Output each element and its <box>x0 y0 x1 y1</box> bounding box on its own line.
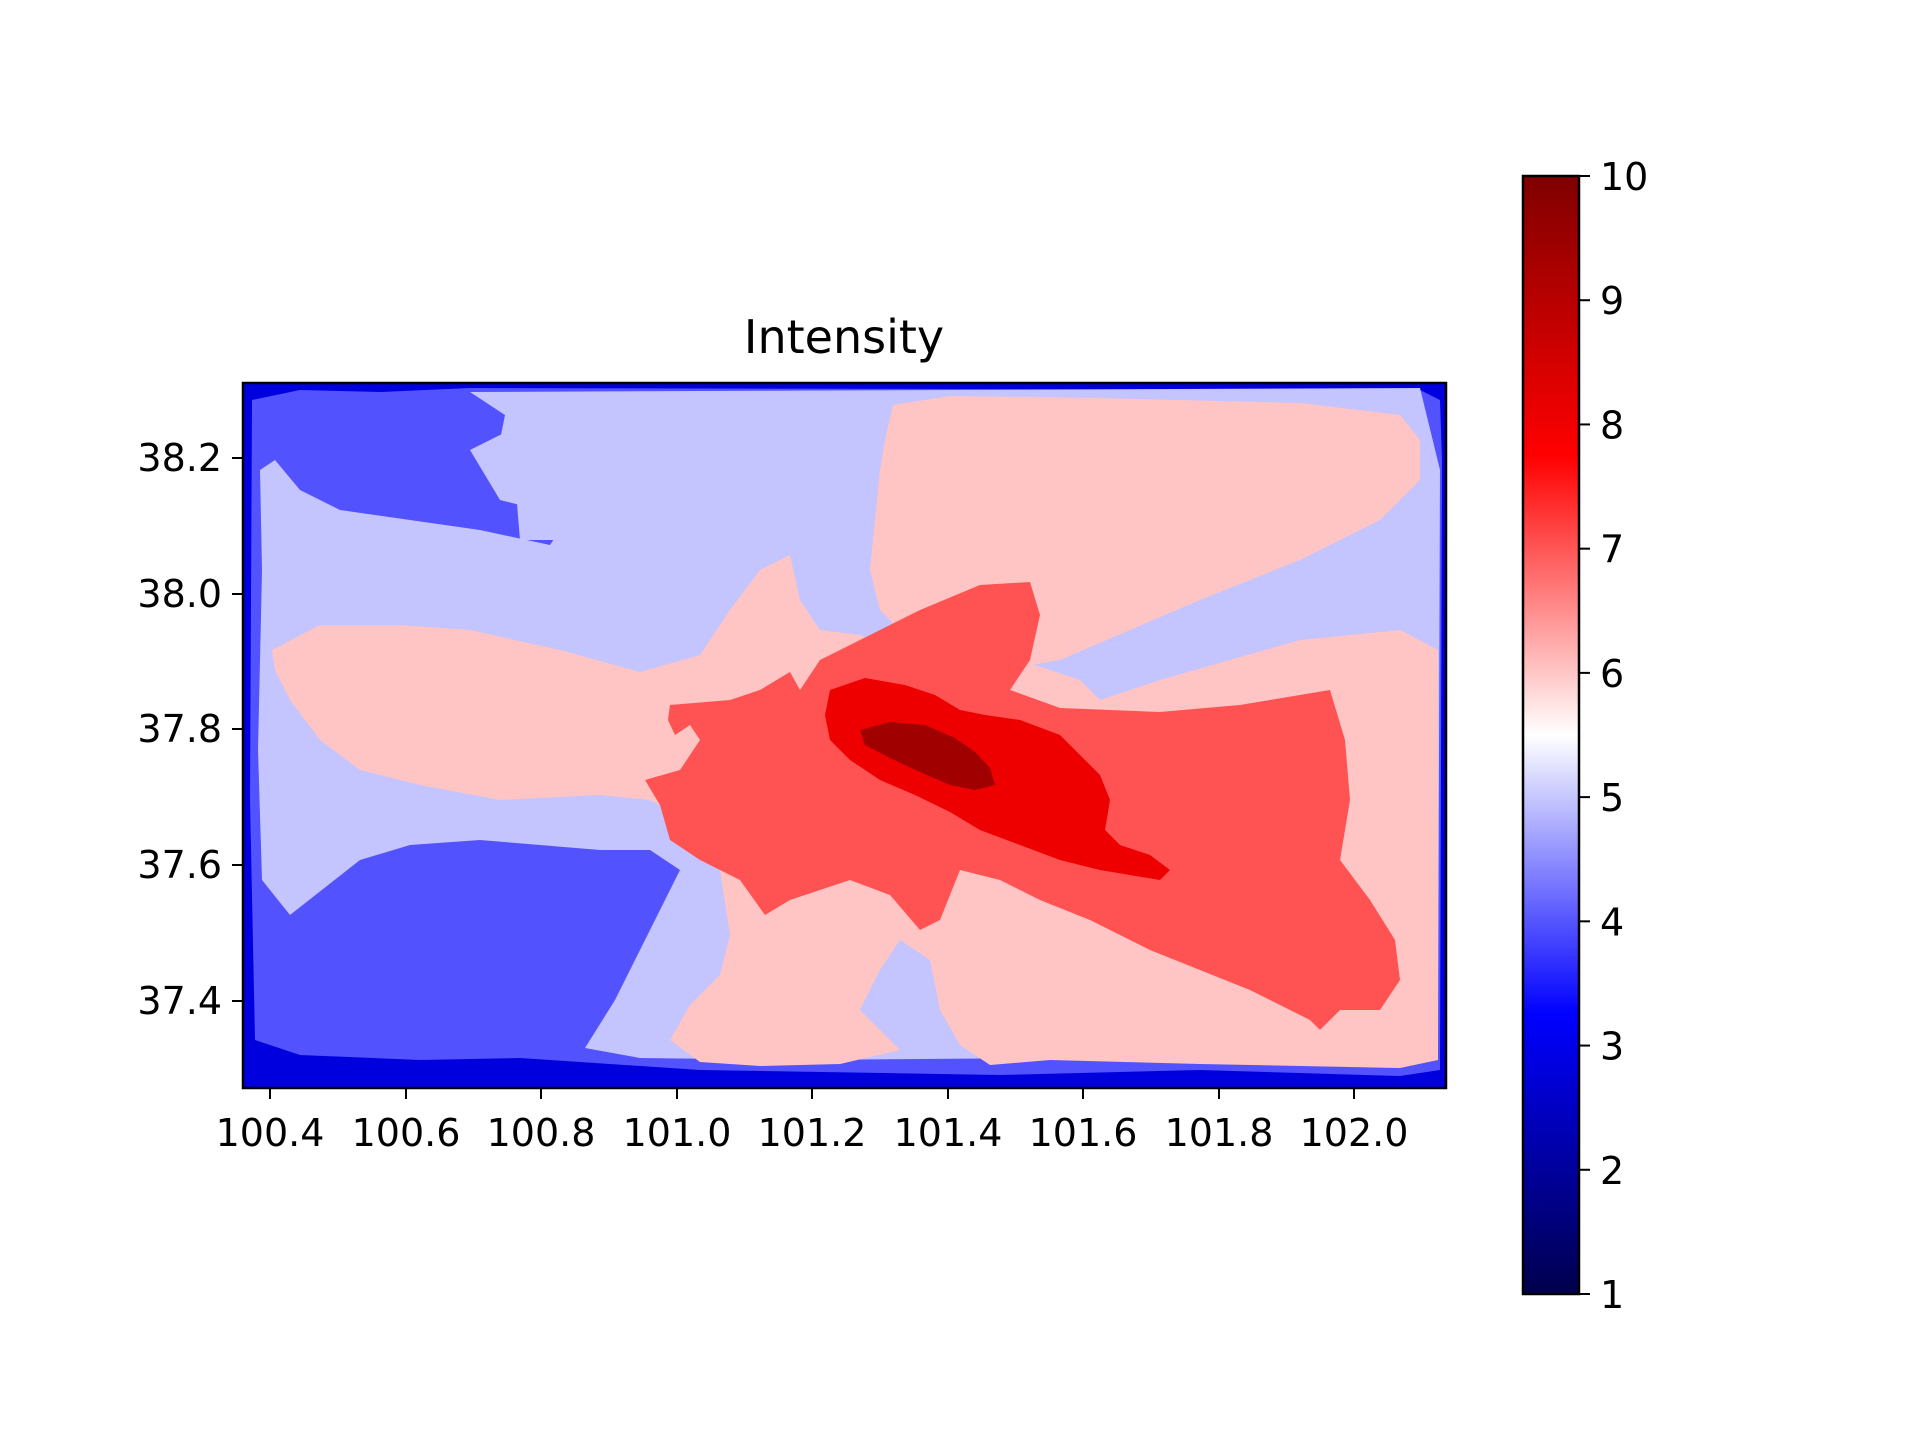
x-tick-label: 100.6 <box>352 1111 461 1155</box>
x-tick: 101.8 <box>1165 1088 1274 1155</box>
y-tick-label: 37.4 <box>137 979 222 1023</box>
y-tick: 38.0 <box>137 572 243 616</box>
x-axis: 100.4 100.6 100.8 101.0 101.2 101.4 101.… <box>216 1088 1409 1155</box>
colorbar: 1 2 3 4 5 6 7 8 9 10 <box>1521 155 1648 1317</box>
colorbar-tick-label: 10 <box>1600 155 1648 199</box>
plot-area <box>243 383 1446 1088</box>
colorbar-tick: 9 <box>1579 279 1624 323</box>
x-tick-label: 101.6 <box>1029 1111 1138 1155</box>
colorbar-tick: 8 <box>1579 403 1624 447</box>
x-tick-label: 101.2 <box>758 1111 867 1155</box>
colorbar-ticks: 1 2 3 4 5 6 7 8 9 10 <box>1579 155 1648 1317</box>
y-axis: 37.4 37.6 37.8 38.0 38.2 <box>137 436 243 1023</box>
y-tick: 37.8 <box>137 707 243 751</box>
colorbar-tick-label: 3 <box>1600 1025 1624 1069</box>
colorbar-tick-label: 8 <box>1600 403 1624 447</box>
colorbar-tick-label: 1 <box>1600 1273 1624 1317</box>
x-tick: 100.6 <box>352 1088 461 1155</box>
colorbar-tick: 7 <box>1579 528 1624 572</box>
colorbar-tick: 2 <box>1579 1149 1624 1193</box>
x-tick-label: 101.4 <box>894 1111 1003 1155</box>
y-tick-label: 38.0 <box>137 572 222 616</box>
colorbar-tick: 3 <box>1579 1025 1624 1069</box>
colorbar-tick-label: 5 <box>1600 776 1624 820</box>
colorbar-tick-label: 7 <box>1600 528 1624 572</box>
x-tick: 101.0 <box>623 1088 732 1155</box>
colorbar-tick-label: 2 <box>1600 1149 1624 1193</box>
x-tick-label: 101.0 <box>623 1111 732 1155</box>
y-tick: 38.2 <box>137 436 243 480</box>
y-tick-label: 37.6 <box>137 843 222 887</box>
x-tick-label: 101.8 <box>1165 1111 1274 1155</box>
x-tick-label: 100.4 <box>216 1111 325 1155</box>
colorbar-tick-label: 4 <box>1600 900 1624 944</box>
x-tick-label: 102.0 <box>1300 1111 1409 1155</box>
colorbar-tick-label: 9 <box>1600 279 1624 323</box>
colorbar-tick: 5 <box>1579 776 1624 820</box>
x-tick-label: 100.8 <box>487 1111 596 1155</box>
x-tick: 100.8 <box>487 1088 596 1155</box>
chart-title: Intensity <box>744 310 944 364</box>
colorbar-tick-label: 6 <box>1600 652 1624 696</box>
plot-frame <box>241 381 1448 1090</box>
x-tick: 101.2 <box>758 1088 867 1155</box>
y-tick: 37.6 <box>137 843 243 887</box>
x-tick: 101.6 <box>1029 1088 1138 1155</box>
colorbar-gradient <box>1521 174 1581 1296</box>
colorbar-tick: 4 <box>1579 900 1624 944</box>
x-tick: 100.4 <box>216 1088 325 1155</box>
contour-level-8.5-9.5 <box>860 722 995 790</box>
colorbar-tick: 1 <box>1579 1273 1624 1317</box>
colorbar-tick: 6 <box>1579 652 1624 696</box>
y-tick-label: 38.2 <box>137 436 222 480</box>
x-tick: 101.4 <box>894 1088 1003 1155</box>
x-tick: 102.0 <box>1300 1088 1409 1155</box>
colorbar-tick: 10 <box>1579 155 1648 199</box>
y-tick: 37.4 <box>137 979 243 1023</box>
y-tick-label: 37.8 <box>137 707 222 751</box>
